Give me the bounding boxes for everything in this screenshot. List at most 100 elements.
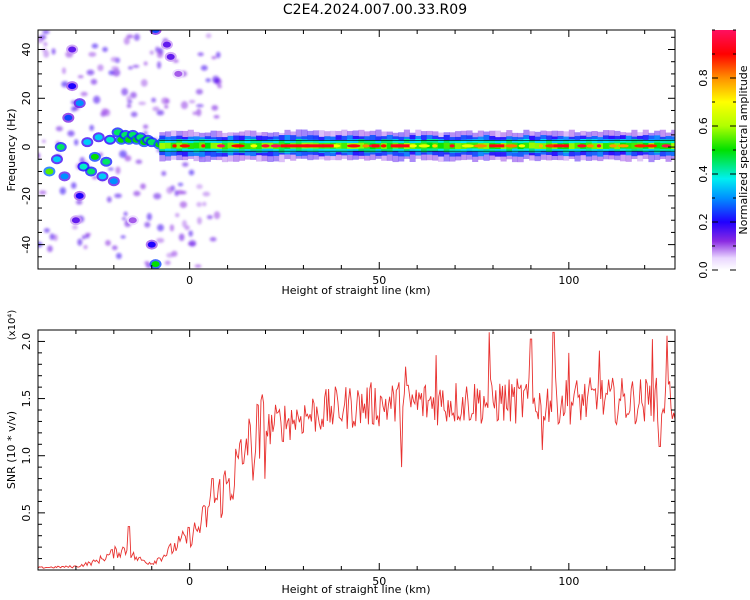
heatmap-cell (130, 111, 138, 118)
heatmap-cell (135, 159, 143, 164)
line-y-tick-label: 1.0 (20, 447, 33, 465)
heatmap-cell (64, 114, 73, 121)
heatmap-cell (161, 97, 169, 105)
heatmap-cell (114, 193, 122, 199)
heatmap-cell (111, 245, 118, 251)
heatmap-cell (81, 235, 86, 240)
heatmap-cell (634, 144, 648, 148)
heatmap-cell (280, 144, 334, 148)
line-x-tick-label: 50 (372, 575, 386, 588)
heatmap-cell (346, 144, 361, 148)
heatmap-cell (89, 124, 95, 131)
heatmap-cell (161, 171, 167, 176)
heatmap-cell (586, 144, 594, 148)
heatmap-cell (244, 143, 251, 150)
heatmap-cell (192, 111, 198, 115)
heatmap-cell (201, 144, 206, 148)
heatmap-cell (179, 144, 191, 148)
heatmap-marks (38, 30, 675, 269)
heatmap-cell (256, 143, 263, 149)
heatmap-cell (196, 201, 202, 207)
heatmap-cell (449, 144, 455, 148)
heatmap-cell (159, 143, 166, 149)
heatmap-cell (371, 144, 380, 148)
heatmap-cell (116, 252, 122, 260)
heatmap-cell (341, 142, 348, 149)
heatmap-cell (140, 183, 146, 190)
heatmap-cell (193, 142, 200, 149)
heatmap-cell (261, 144, 270, 148)
heatmap-cell (213, 114, 220, 119)
heatmap-cell (87, 168, 96, 175)
heatmap-cell (267, 142, 274, 149)
heatmap-cell (110, 56, 118, 63)
heatmap-cell (164, 104, 169, 109)
heatmap-cell (645, 144, 658, 148)
colorbar-tick-label: 0.8 (697, 69, 710, 87)
heatmap-cell (553, 144, 569, 148)
heatmap-cell (105, 239, 111, 246)
heatmap-cell (106, 136, 115, 143)
heatmap-cell (211, 105, 219, 111)
heatmap-cell (126, 95, 132, 101)
heatmap-cell (123, 211, 128, 217)
heatmap-cell (41, 139, 46, 143)
heatmap-cell (111, 66, 119, 71)
heatmap-cell (86, 69, 95, 76)
heatmap-cell (68, 46, 77, 53)
heatmap-cell (149, 50, 154, 55)
heatmap-cell (60, 173, 69, 180)
heatmap-cell (654, 142, 661, 149)
heatmap-cell (455, 143, 462, 149)
heatmap-y-tick-label: -40 (20, 236, 33, 254)
heatmap-cell (123, 37, 130, 45)
heatmap-cell (121, 217, 126, 221)
heatmap-cell (362, 144, 370, 148)
heatmap-cell (77, 75, 84, 79)
heatmap-cell (42, 30, 50, 35)
heatmap-cell (61, 67, 66, 75)
heatmap-cell (38, 152, 41, 159)
heatmap-y-axis-label: Frequency (Hz) (5, 109, 18, 192)
heatmap-cell (75, 199, 83, 205)
heatmap-cell (194, 264, 202, 268)
heatmap-cell (121, 88, 129, 96)
heatmap-cell (182, 162, 189, 167)
colorbar-tick-label: 0.4 (697, 165, 710, 183)
heatmap-y-tick-label: 0 (20, 144, 33, 151)
line-frame (37, 329, 676, 571)
heatmap-y-tick-label: 40 (20, 43, 33, 57)
heatmap-x-tick-label: 0 (186, 274, 193, 287)
heatmap-cell (200, 65, 208, 71)
heatmap-cell (180, 101, 189, 110)
heatmap-cell (55, 126, 63, 132)
heatmap-cell (177, 182, 184, 187)
snr-series-line (38, 331, 675, 569)
heatmap-cell (196, 108, 202, 117)
heatmap-cell (202, 191, 211, 197)
heatmap-cell (162, 41, 171, 48)
heatmap-cell (195, 88, 203, 95)
heatmap-cell (164, 260, 171, 265)
heatmap-cell (187, 143, 194, 149)
heatmap-cell (473, 144, 488, 148)
heatmap-cell (156, 109, 165, 116)
heatmap-cell (79, 163, 88, 170)
heatmap-cell (49, 233, 55, 241)
heatmap-cell (210, 142, 217, 149)
heatmap-cell (188, 99, 196, 104)
heatmap-cell (188, 169, 195, 176)
colorbar-tick-label: 0.2 (697, 213, 710, 231)
heatmap-cell (209, 237, 217, 242)
heatmap-panel: 0 50 100 -40 -20 0 20 40 Height of straight lin… (5, 29, 676, 297)
heatmap-cell (177, 189, 183, 195)
heatmap-cell (270, 144, 281, 148)
heatmap-cell (133, 190, 141, 197)
heatmap-cell (151, 261, 160, 268)
heatmap-cell (128, 217, 137, 224)
line-y-tick-label: 1.5 (20, 390, 33, 408)
heatmap-cell (614, 143, 621, 150)
heatmap-cell (52, 156, 61, 163)
heatmap-cell (144, 261, 150, 265)
heatmap-cell (143, 61, 148, 66)
